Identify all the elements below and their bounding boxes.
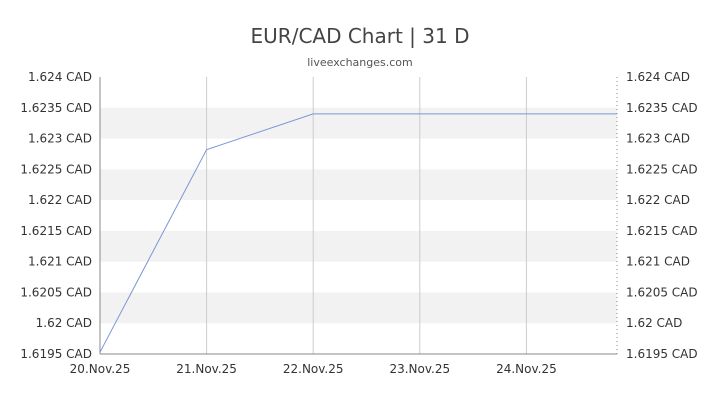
y-axis-left-labels: 1.624 CAD 1.6235 CAD 1.623 CAD 1.6225 CAD 1.… [20, 70, 92, 361]
x-axis-labels: 20.Nov.25 21.Nov.25 22.Nov.25 23.Nov.25 24.N… [70, 362, 557, 376]
y-tick-right-label: 1.621 CAD [626, 255, 690, 269]
y-tick-left-label: 1.6235 CAD [20, 101, 92, 115]
y-tick-right-label: 1.623 CAD [626, 132, 690, 146]
y-tick-left-label: 1.6225 CAD [20, 162, 92, 176]
axes [99, 77, 618, 355]
background-bands [100, 107, 617, 324]
x-tick-label: 23.Nov.25 [389, 362, 450, 376]
y-tick-left-label: 1.6195 CAD [20, 347, 92, 361]
y-tick-left-label: 1.62 CAD [36, 316, 92, 330]
y-tick-right-label: 1.62 CAD [626, 316, 682, 330]
vertical-gridlines [206, 77, 527, 354]
y-tick-right-label: 1.6205 CAD [626, 285, 698, 299]
y-tick-left-label: 1.621 CAD [28, 255, 92, 269]
y-axis-right-labels: 1.624 CAD 1.6235 CAD 1.623 CAD 1.6225 CAD 1.… [626, 70, 698, 361]
band-1 [100, 107, 617, 139]
y-tick-right-label: 1.6235 CAD [626, 101, 698, 115]
band-3 [100, 169, 617, 201]
y-tick-left-label: 1.6215 CAD [20, 224, 92, 238]
y-tick-left-label: 1.6205 CAD [20, 285, 92, 299]
x-tick-label: 24.Nov.25 [496, 362, 557, 376]
x-tick-label: 22.Nov.25 [283, 362, 344, 376]
series-line [99, 113, 617, 353]
x-tick-label: 21.Nov.25 [176, 362, 237, 376]
y-tick-left-label: 1.623 CAD [28, 132, 92, 146]
y-tick-right-label: 1.6195 CAD [626, 347, 698, 361]
band-7 [100, 292, 617, 324]
y-tick-right-label: 1.6215 CAD [626, 224, 698, 238]
chart-subtitle: liveexchanges.com [307, 56, 413, 69]
series-eur-cad [99, 113, 617, 353]
y-tick-right-label: 1.6225 CAD [626, 162, 698, 176]
x-tick-label: 20.Nov.25 [70, 362, 131, 376]
band-5 [100, 230, 617, 262]
chart-title: EUR/CAD Chart | 31 D [250, 24, 470, 48]
y-tick-right-label: 1.624 CAD [626, 70, 690, 84]
y-tick-left-label: 1.624 CAD [28, 70, 92, 84]
y-tick-left-label: 1.622 CAD [28, 193, 92, 207]
y-tick-right-label: 1.622 CAD [626, 193, 690, 207]
